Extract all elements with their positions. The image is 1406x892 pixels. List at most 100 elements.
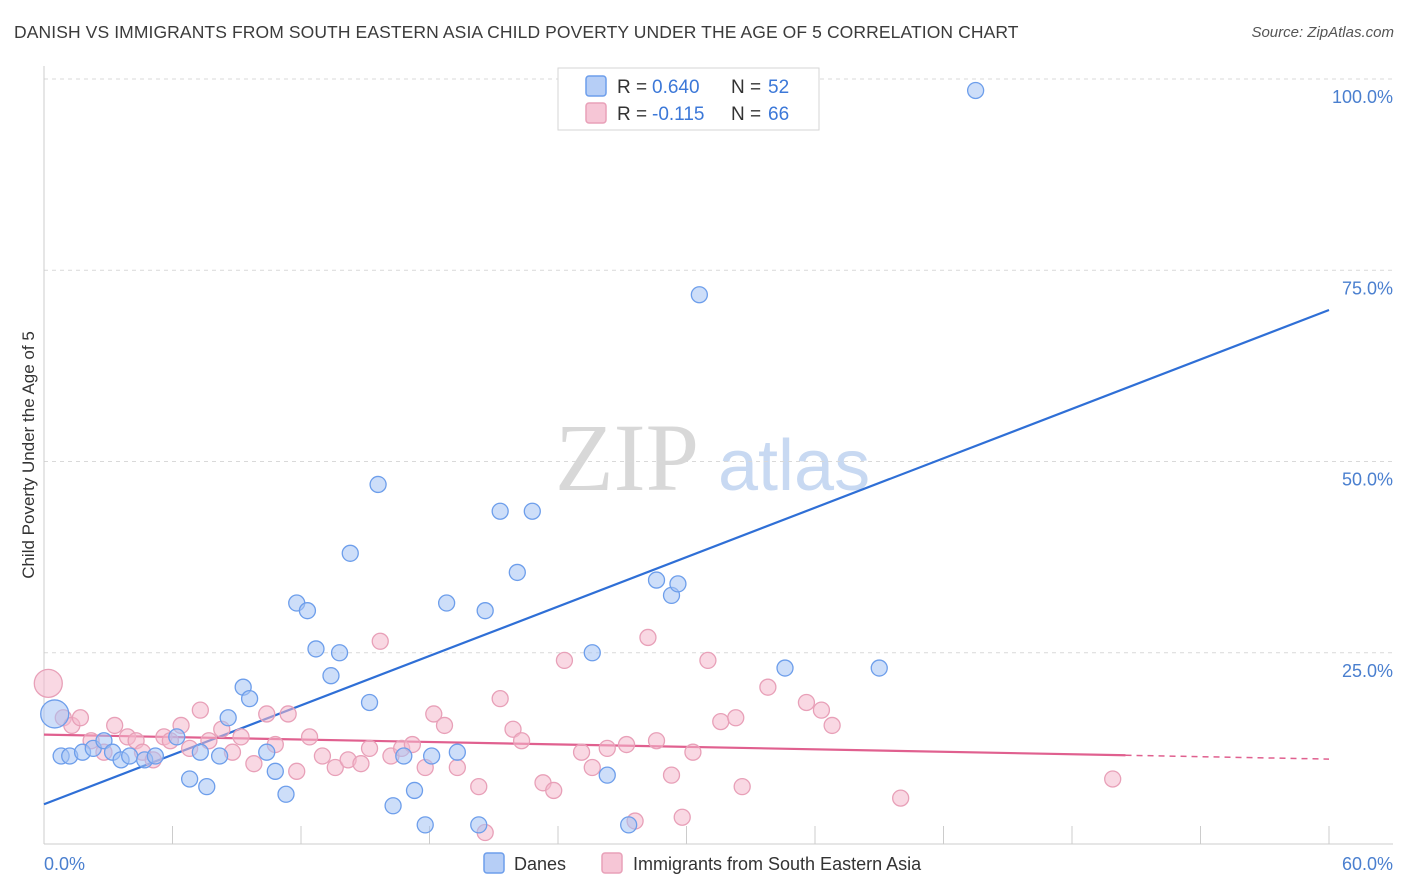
trend-line-danes xyxy=(43,309,1330,806)
immigrants-point xyxy=(106,716,124,735)
immigrants-point xyxy=(583,758,601,777)
legend-swatch-danes xyxy=(585,75,607,97)
immigrants-point xyxy=(712,712,730,731)
legend-n-label-danes: N = xyxy=(731,77,761,98)
immigrants-point xyxy=(555,651,574,670)
immigrants-point xyxy=(232,728,250,746)
trend-line-immigrants-extension xyxy=(1125,754,1330,760)
immigrants-point xyxy=(288,762,306,780)
danes-point xyxy=(198,777,216,796)
immigrants-point xyxy=(326,758,344,777)
series-legend: Danes Immigrants from South Eastern Asia xyxy=(483,852,922,874)
immigrants-point xyxy=(512,732,531,750)
y-tick-label-100: 100.0% xyxy=(1332,87,1393,107)
immigrants-point xyxy=(699,651,717,670)
danes-point xyxy=(240,690,259,708)
danes-point xyxy=(40,699,70,729)
y-tick-label-50: 50.0% xyxy=(1342,470,1393,490)
danes-point xyxy=(470,816,488,834)
danes-point xyxy=(168,728,186,746)
legend-n-label-immigrants: N = xyxy=(731,104,761,125)
immigrants-point xyxy=(759,678,777,696)
y-tick-label-25: 25.0% xyxy=(1342,661,1393,681)
y-tick-label-75: 75.0% xyxy=(1342,278,1393,298)
correlation-legend: R = 0.640 N = 52 R = -0.115 N = 66 xyxy=(557,67,820,131)
immigrants-point xyxy=(313,747,332,765)
danes-point xyxy=(598,766,616,784)
immigrants-point xyxy=(491,690,509,708)
danes-point xyxy=(395,747,413,765)
immigrants-point xyxy=(639,628,657,647)
immigrants-point xyxy=(300,728,319,746)
bottom-legend-label-danes: Danes xyxy=(514,854,566,874)
watermark-zip: ZIP xyxy=(555,404,699,511)
bottom-legend-swatch-danes xyxy=(483,852,505,874)
immigrants-point xyxy=(279,705,297,723)
legend-r-value-danes: 0.640 xyxy=(652,77,700,98)
immigrants-point xyxy=(823,716,841,735)
tick-labels: 25.0% 50.0% 75.0% 100.0% xyxy=(1332,87,1393,681)
danes-point xyxy=(298,602,317,620)
immigrants-point xyxy=(598,739,616,758)
danes-point xyxy=(448,743,466,761)
immigrants-point xyxy=(258,705,276,723)
watermark-atlas: atlas xyxy=(718,426,870,506)
danes-point xyxy=(583,644,601,662)
danes-point xyxy=(341,544,359,562)
danes-point xyxy=(508,563,526,582)
danes-point xyxy=(360,693,379,712)
immigrants-point xyxy=(617,735,636,754)
immigrants-point xyxy=(647,732,666,750)
danes-point xyxy=(191,743,209,761)
danes-point xyxy=(405,781,424,800)
legend-swatch-immigrants xyxy=(585,102,607,124)
bottom-legend-label-immigrants: Immigrants from South Eastern Asia xyxy=(633,854,922,874)
danes-point xyxy=(870,659,888,677)
immigrants-point xyxy=(797,693,816,712)
immigrants-point xyxy=(33,668,63,698)
legend-n-value-danes: 52 xyxy=(768,77,789,98)
grid-lines xyxy=(44,78,1393,654)
immigrants-point xyxy=(673,808,691,826)
legend-r-label-danes: R = xyxy=(617,77,647,98)
danes-point xyxy=(620,816,638,834)
immigrants-point xyxy=(435,716,454,735)
immigrants-point xyxy=(662,766,681,784)
immigrants-point xyxy=(245,755,263,773)
immigrants-point xyxy=(200,732,218,750)
danes-point xyxy=(277,785,295,803)
scatter-points xyxy=(33,81,1122,842)
danes-point xyxy=(330,644,349,662)
danes-point xyxy=(669,575,687,593)
immigrants-point xyxy=(1104,770,1122,788)
danes-point xyxy=(384,797,402,815)
immigrants-point xyxy=(572,743,591,761)
immigrants-point xyxy=(470,777,488,796)
immigrants-point xyxy=(504,720,522,738)
danes-point xyxy=(437,594,456,612)
chart-title: DANISH VS IMMIGRANTS FROM SOUTH EASTERN … xyxy=(14,22,1019,42)
immigrants-point xyxy=(360,739,379,758)
y-axis-title: Child Poverty Under the Age of 5 xyxy=(19,331,38,579)
danes-point xyxy=(523,502,541,520)
danes-point xyxy=(121,747,139,765)
danes-point xyxy=(966,81,985,100)
danes-point xyxy=(146,747,165,765)
x-tick-label-min: 0.0% xyxy=(44,854,85,874)
danes-point xyxy=(307,640,325,658)
bottom-legend-swatch-immigrants xyxy=(601,852,623,874)
danes-point xyxy=(416,816,434,834)
immigrants-point xyxy=(425,705,443,723)
immigrants-point xyxy=(403,735,422,754)
danes-point xyxy=(180,770,199,788)
danes-point xyxy=(422,747,441,765)
x-tick-label-max: 60.0% xyxy=(1342,854,1393,874)
danes-point xyxy=(258,743,276,761)
immigrants-point xyxy=(727,709,745,727)
danes-point xyxy=(219,709,237,727)
danes-point xyxy=(322,667,340,685)
immigrants-point xyxy=(684,743,702,761)
immigrants-point xyxy=(448,758,466,777)
legend-n-value-immigrants: 66 xyxy=(768,104,789,125)
